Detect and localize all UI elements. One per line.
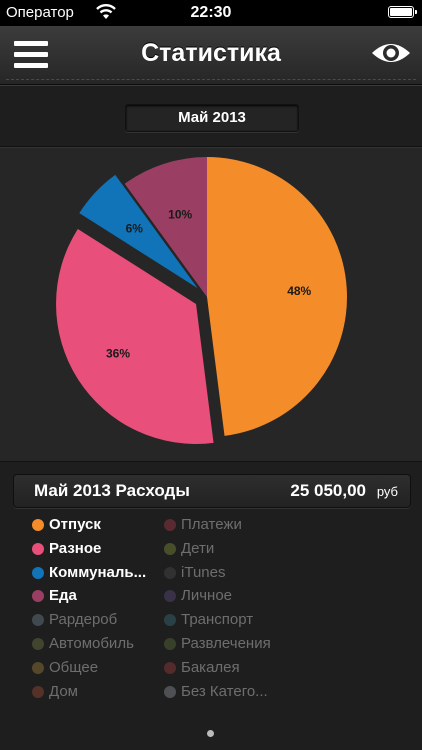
status-bar: Оператор 22:30 (0, 0, 422, 26)
legend-color-dot (32, 661, 44, 674)
legend-color-dot (32, 590, 44, 603)
legend-color-dot (164, 590, 176, 603)
legend-label: Общее (49, 658, 99, 676)
legend-label: Коммуналь... (49, 563, 147, 581)
legend-color-dot (32, 519, 44, 531)
summary-amount: 25 050,00 (290, 481, 366, 500)
legend-label: Бакалея (181, 658, 240, 676)
status-time: 22:30 (190, 4, 232, 21)
legend-label: Дети (181, 539, 215, 557)
legend-color-dot (164, 566, 176, 579)
legend-label: Рардероб (49, 611, 118, 629)
wifi-icon (96, 4, 116, 19)
pie-slice-2[interactable] (79, 174, 198, 289)
eye-icon (372, 44, 410, 62)
page-indicator (207, 730, 214, 737)
legend-color-dot (32, 614, 44, 627)
summary-currency: руб (376, 484, 398, 499)
period-selector[interactable]: Май 2013 (125, 104, 299, 132)
pie-slice-0[interactable] (207, 157, 348, 436)
expense-summary: Май 2013 Расходы 25 050,00 руб (13, 474, 411, 508)
legend-color-dot (32, 566, 44, 579)
legend-color-dot (164, 661, 176, 674)
summary-title: Май 2013 Расходы (34, 481, 190, 500)
pie-slice-label-2: 6% (126, 222, 144, 236)
navigation-bar: Статистика (0, 26, 422, 85)
battery-icon (388, 6, 417, 18)
pie-slice-3[interactable] (124, 157, 207, 297)
legend-label: Транспорт (181, 611, 254, 629)
legend-label: Отпуск (49, 516, 101, 533)
legend-label: Автомобиль (49, 635, 134, 652)
legend-color-dot (32, 638, 44, 650)
legend-label: Без Катего... (181, 682, 268, 700)
pie-chart: 48% 36% 6% 10% (56, 157, 348, 444)
page-title: Статистика (141, 39, 281, 67)
legend-color-dot (164, 542, 176, 555)
visibility-button[interactable] (370, 38, 412, 68)
legend-color-dot (164, 638, 176, 650)
legend-label: Развлечения (181, 635, 271, 652)
legend-color-dot (164, 614, 176, 627)
legend-color-dot (32, 542, 44, 555)
pie-chart-panel: 48% 36% 6% 10% (0, 146, 422, 462)
pie-slice-label-3: 10% (168, 207, 192, 221)
pie-slice-label-0: 48% (287, 284, 311, 298)
legend-label: Платежи (181, 516, 242, 533)
legend-label: Личное (181, 587, 233, 605)
legend-color-dot (164, 685, 176, 698)
legend-label: Еда (49, 587, 77, 605)
period-label: Май 2013 (178, 109, 246, 126)
legend-label: Разное (49, 539, 102, 557)
legend-label: iTunes (181, 563, 226, 581)
legend-color-dot (164, 519, 176, 531)
carrier-name: Оператор (6, 4, 74, 21)
legend-label: Дом (49, 682, 78, 700)
pie-slice-1[interactable] (56, 228, 214, 444)
legend-color-dot (32, 685, 44, 698)
pie-slice-label-1: 36% (106, 346, 130, 360)
menu-button[interactable] (14, 40, 48, 68)
